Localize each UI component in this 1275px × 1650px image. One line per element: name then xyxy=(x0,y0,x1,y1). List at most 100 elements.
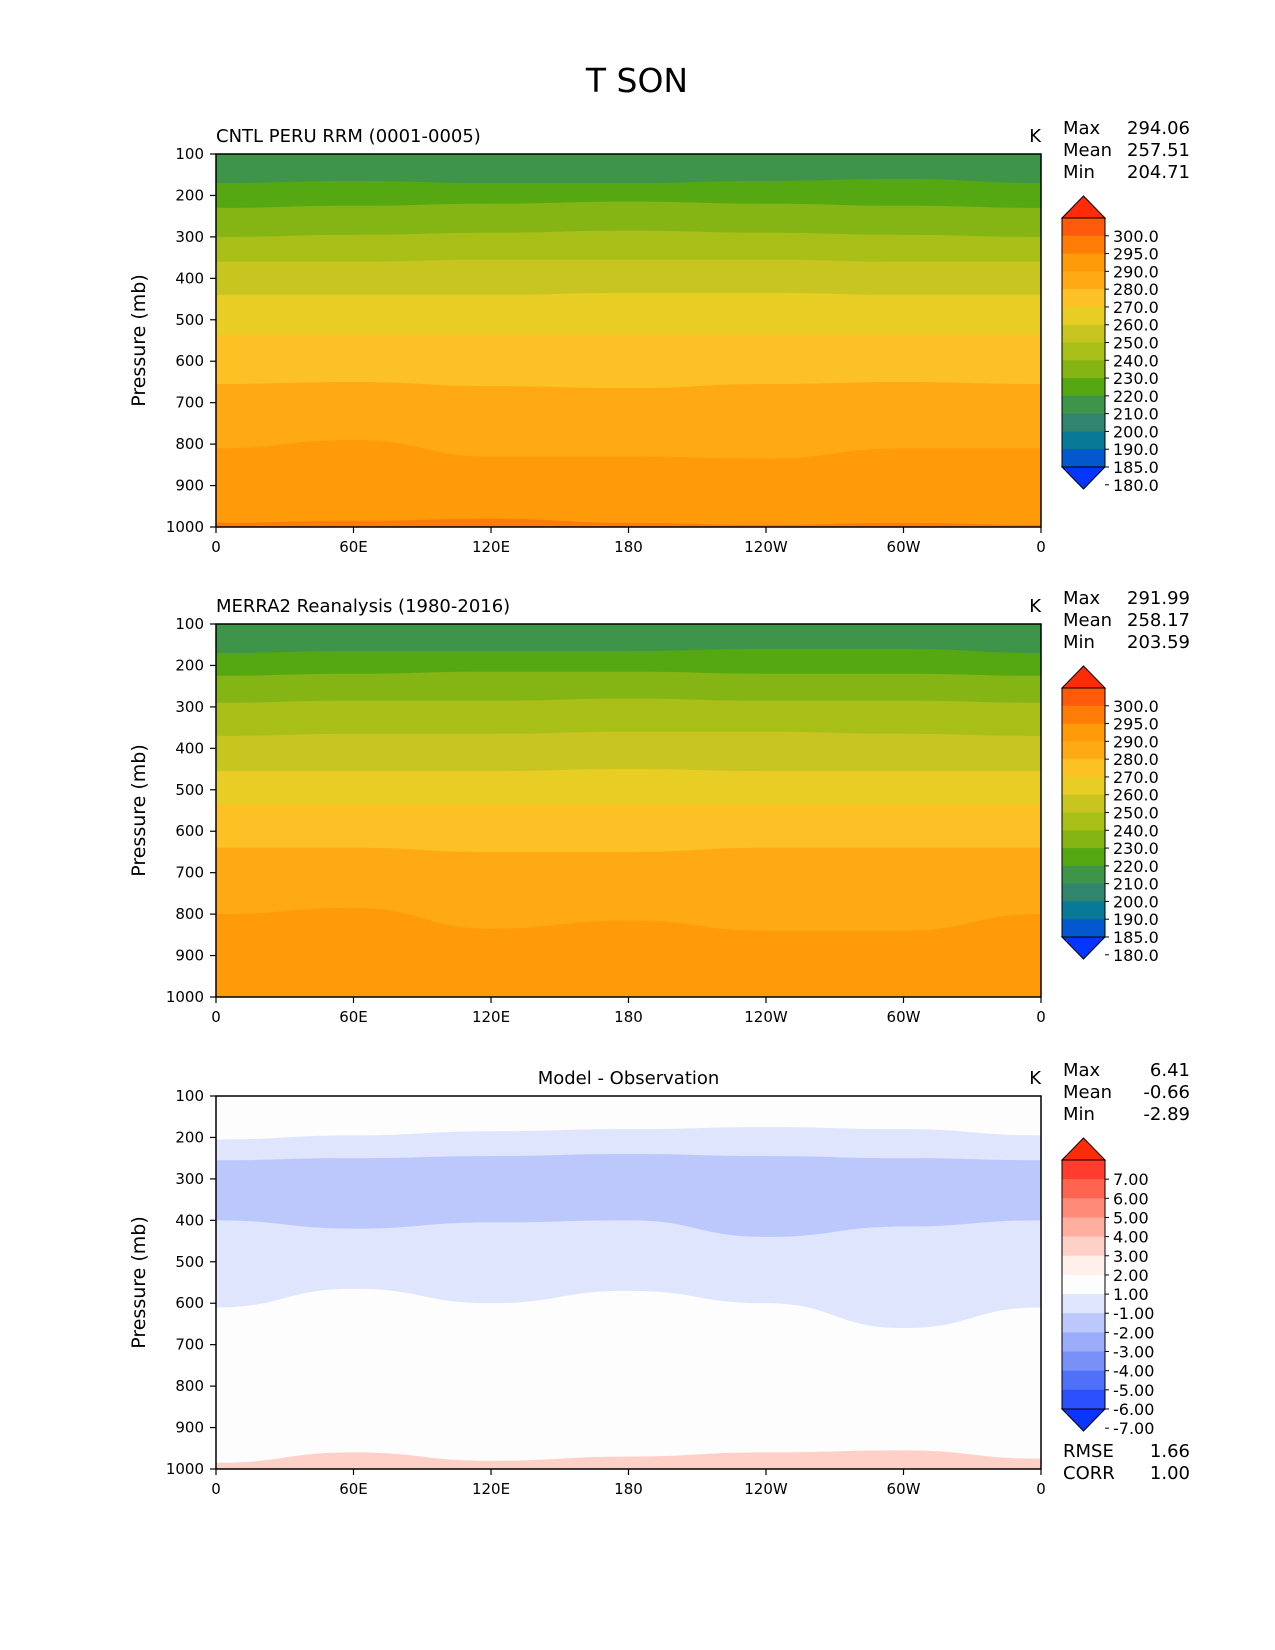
y-tick-label: 400 xyxy=(175,1211,204,1229)
y-tick-label: 800 xyxy=(175,905,204,923)
y-tick-label: 700 xyxy=(175,1336,204,1354)
units-label: K xyxy=(1029,1068,1042,1089)
colorbar-tick-label: 200.0 xyxy=(1113,892,1159,911)
stat-label: Min xyxy=(1063,632,1095,653)
colorbar-segment xyxy=(1062,830,1105,849)
x-tick-label: 0 xyxy=(211,538,221,556)
colorbar-tick-label: 2.00 xyxy=(1113,1266,1149,1285)
x-tick-label: 0 xyxy=(1036,1480,1046,1498)
colorbar-tick-label: 240.0 xyxy=(1113,821,1159,840)
contour-band-7 xyxy=(216,439,1041,527)
colorbar-segment xyxy=(1062,431,1105,450)
colorbar-segment xyxy=(1062,741,1105,760)
y-tick-label: 400 xyxy=(175,269,204,287)
stat-value: 204.71 xyxy=(1127,162,1190,183)
colorbar-segment xyxy=(1062,812,1105,831)
stat-label: Max xyxy=(1063,588,1101,609)
colorbar-tick-label: 190.0 xyxy=(1113,910,1159,929)
colorbar-segment xyxy=(1062,289,1105,308)
x-tick-label: 0 xyxy=(211,1008,221,1026)
colorbar-tick-label: 185.0 xyxy=(1113,928,1159,947)
panel-difference: 100 200 300 400 500 600 700 800 900 1000 0 60E 120E 1… xyxy=(128,1060,1190,1498)
stat-value: 291.99 xyxy=(1127,588,1190,609)
colorbar-segment xyxy=(1062,449,1105,468)
colorbar-extend-min xyxy=(1060,936,1107,960)
y-tick-label: 1000 xyxy=(166,988,204,1006)
colorbar-tick-label: 290.0 xyxy=(1113,732,1159,751)
colorbar-segment xyxy=(1062,688,1105,707)
colorbar-tick-label: 5.00 xyxy=(1113,1208,1149,1227)
colorbar-tick-label: 190.0 xyxy=(1113,440,1159,459)
colorbar-extend-max xyxy=(1060,665,1107,689)
colorbar-tick-label: 250.0 xyxy=(1113,804,1159,823)
colorbar-tick-label: -2.00 xyxy=(1113,1323,1154,1342)
colorbar-tick-label: 220.0 xyxy=(1113,857,1159,876)
colorbar-tick-label: 185.0 xyxy=(1113,458,1159,477)
x-tick-label: 180 xyxy=(614,538,643,556)
x-tick-label: 0 xyxy=(211,1480,221,1498)
stat-value: -0.66 xyxy=(1143,1082,1190,1103)
colorbar-tick-label: 230.0 xyxy=(1113,839,1159,858)
stat-label: Min xyxy=(1063,1104,1095,1125)
panel-control: 100 200 300 400 500 600 700 800 900 1000 0 60E 120E 1… xyxy=(128,118,1190,556)
figure-title: T SON xyxy=(585,61,688,100)
stat-label: Min xyxy=(1063,162,1095,183)
stat-label: Max xyxy=(1063,1060,1101,1081)
colorbar-tick-label: 210.0 xyxy=(1113,875,1159,894)
y-axis-label: Pressure (mb) xyxy=(128,274,150,407)
y-tick-label: 100 xyxy=(175,145,204,163)
stat-label: Mean xyxy=(1063,1082,1112,1103)
y-tick-label: 600 xyxy=(175,352,204,370)
colorbar-segment xyxy=(1062,218,1105,237)
colorbar-tick-label: 260.0 xyxy=(1113,786,1159,805)
stat-value: 258.17 xyxy=(1127,610,1190,631)
colorbar-segment xyxy=(1062,1160,1105,1180)
colorbar-tick-label: 200.0 xyxy=(1113,422,1159,441)
colorbar-tick-label: 295.0 xyxy=(1113,715,1159,734)
colorbar-tick-label: 250.0 xyxy=(1113,334,1159,353)
x-tick-label: 60E xyxy=(339,538,368,556)
colorbar-segment xyxy=(1062,324,1105,343)
stat-label: Mean xyxy=(1063,140,1112,161)
colorbar-segment xyxy=(1062,306,1105,326)
colorbar-tick-label: 220.0 xyxy=(1113,387,1159,406)
x-tick-label: 60E xyxy=(339,1480,368,1498)
stat-value: 257.51 xyxy=(1127,140,1190,161)
colorbar-tick-label: 1.00 xyxy=(1113,1285,1149,1304)
y-tick-label: 400 xyxy=(175,739,204,757)
y-tick-label: 600 xyxy=(175,1294,204,1312)
colorbar-extend-max xyxy=(1060,1137,1107,1161)
x-tick-label: 60W xyxy=(887,538,921,556)
stat-value: 294.06 xyxy=(1127,118,1190,139)
colorbar-tick-label: -4.00 xyxy=(1113,1362,1154,1381)
colorbar-tick-label: 260.0 xyxy=(1113,316,1159,335)
stat-label: Max xyxy=(1063,118,1101,139)
colorbar-segment xyxy=(1062,1236,1105,1257)
y-tick-label: 200 xyxy=(175,1128,204,1146)
colorbar-tick-label: 290.0 xyxy=(1113,262,1159,281)
x-tick-label: 120W xyxy=(744,1008,788,1026)
colorbar-tick-label: -3.00 xyxy=(1113,1343,1154,1362)
colorbar-segment xyxy=(1062,1332,1105,1353)
colorbar-extend-min xyxy=(1060,1408,1107,1432)
y-tick-label: 200 xyxy=(175,656,204,674)
stat-label: CORR xyxy=(1063,1463,1115,1484)
colorbar-tick-label: 180.0 xyxy=(1113,476,1159,495)
colorbar-tick-label: 6.00 xyxy=(1113,1189,1149,1208)
colorbar-segment xyxy=(1062,883,1105,902)
colorbar-segment xyxy=(1062,413,1105,432)
x-tick-label: 120W xyxy=(744,538,788,556)
y-tick-label: 500 xyxy=(175,781,204,799)
x-tick-label: 120W xyxy=(744,1480,788,1498)
colorbar-tick-label: 300.0 xyxy=(1113,697,1159,716)
y-tick-label: 900 xyxy=(175,1419,204,1437)
x-tick-label: 120E xyxy=(472,538,510,556)
colorbar-tick-label: 180.0 xyxy=(1113,946,1159,965)
panel-reanalysis: 100 200 300 400 500 600 700 800 900 1000 0 60E 120E 1… xyxy=(128,588,1190,1026)
colorbar-segment xyxy=(1062,919,1105,938)
colorbar-segment xyxy=(1062,1274,1105,1295)
colorbar-segment xyxy=(1062,705,1105,725)
stat-value: 1.00 xyxy=(1150,1463,1190,1484)
colorbar-segment xyxy=(1062,271,1105,290)
colorbar-tick-label: 4.00 xyxy=(1113,1228,1149,1247)
